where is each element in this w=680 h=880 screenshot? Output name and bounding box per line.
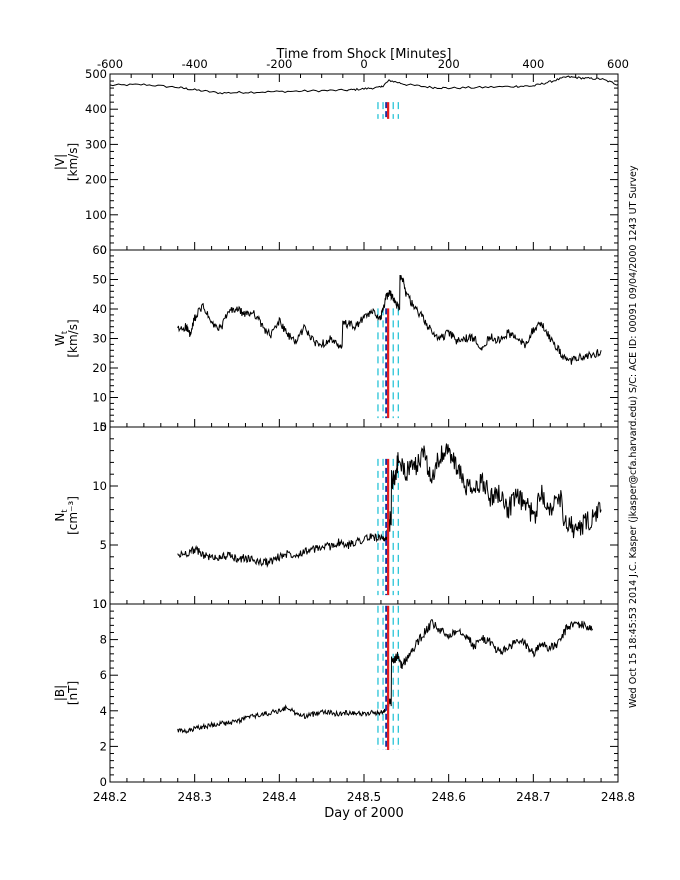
data-trace-speed [109, 75, 619, 95]
y-axis-label: Nt[cm⁻³] [53, 496, 80, 535]
y-axis-label-line1: Wt [53, 331, 69, 346]
top-tick-label: 600 [607, 57, 629, 71]
data-trace-field [177, 619, 594, 735]
data-trace-thermal [177, 274, 602, 365]
y-tick-label: 0 [100, 243, 107, 257]
panel-thermal: 0 10 20 30 40 50 60 Wt[km/s] [53, 243, 619, 434]
y-axis-label-subscript: t [60, 331, 69, 334]
top-tick-label: -200 [266, 57, 292, 71]
bottom-tick-label: 248.3 [177, 790, 211, 804]
bottom-tick-label: 248.5 [347, 790, 381, 804]
y-axis-label-line2: [nT] [66, 681, 80, 705]
y-axis-label-line2: [cm⁻³] [66, 496, 80, 535]
data-trace-density [177, 443, 602, 568]
top-tick-label: 200 [438, 57, 460, 71]
y-axis-label-line1: |V| [53, 154, 67, 170]
y-tick-label: 6 [100, 668, 107, 682]
y-tick-label: 60 [92, 243, 107, 257]
bottom-axis-title: Day of 2000 [324, 806, 404, 821]
bottom-tick-label: 248.2 [93, 790, 127, 804]
y-tick-label: 4 [100, 704, 107, 718]
y-tick-label: 50 [92, 273, 107, 287]
panel-density: 0 5 10 15 Nt[cm⁻³] [53, 420, 619, 611]
bottom-tick-label: 248.6 [431, 790, 465, 804]
y-tick-label: 10 [92, 479, 107, 493]
y-tick-label: 40 [92, 302, 107, 316]
panel-frame [109, 249, 619, 428]
y-tick-label: 100 [85, 208, 107, 222]
top-tick-label: -400 [182, 57, 208, 71]
top-tick-label: 400 [522, 57, 544, 71]
y-axis-label: Wt[km/s] [53, 319, 80, 357]
y-tick-label: 0 [100, 597, 107, 611]
y-tick-label: 5 [100, 538, 107, 552]
bottom-tick-label: 248.7 [516, 790, 550, 804]
y-axis-label-line1: |B| [53, 685, 67, 701]
y-axis-label: |B| [nT] [53, 681, 80, 705]
y-tick-label: 300 [85, 137, 107, 151]
y-axis-label-line2: [km/s] [66, 319, 80, 357]
panel-frame [109, 73, 619, 251]
y-tick-label: 500 [85, 67, 107, 81]
top-axis-title: Time from Shock [Minutes] [276, 47, 452, 62]
side-annotation: Wed Oct 15 18:45:53 2014 J.C. Kasper (jk… [628, 165, 639, 708]
y-tick-label: 20 [92, 361, 107, 375]
y-tick-label: 30 [92, 332, 107, 346]
panel-speed: 0 100 200 300 400 500 |V| [km/s] [53, 67, 619, 257]
top-tick-label: -600 [97, 57, 123, 71]
y-tick-label: 0 [100, 775, 107, 789]
y-tick-label: 0 [100, 420, 107, 434]
y-tick-label: 10 [92, 391, 107, 405]
y-tick-label: 8 [100, 633, 107, 647]
bottom-tick-label: 248.4 [262, 790, 296, 804]
y-axis-label-subscript: t [60, 509, 69, 512]
top-tick-label: 0 [360, 57, 367, 71]
y-tick-label: 200 [85, 173, 107, 187]
y-tick-label: 400 [85, 102, 107, 116]
y-tick-label: 2 [100, 739, 107, 753]
side-annotation-text: Wed Oct 15 18:45:53 2014 J.C. Kasper (jk… [628, 165, 639, 708]
panel-frame [109, 603, 619, 783]
top-axis-tick-labels: -600 -400 -200 0 200 400 600 [97, 57, 629, 71]
panel-field: 0 2 4 6 8 10 |B| [nT] [53, 597, 619, 789]
y-tick-label: 10 [92, 597, 107, 611]
y-axis-label: |V| [km/s] [53, 143, 80, 181]
bottom-axis-tick-labels: 248.2 248.3 248.4 248.5 248.6 248.7 248.8 [93, 790, 635, 804]
y-tick-label: 15 [92, 420, 107, 434]
y-axis-label-line2: [km/s] [66, 143, 80, 181]
panel-frame [109, 426, 619, 605]
bottom-tick-label: 248.8 [601, 790, 635, 804]
